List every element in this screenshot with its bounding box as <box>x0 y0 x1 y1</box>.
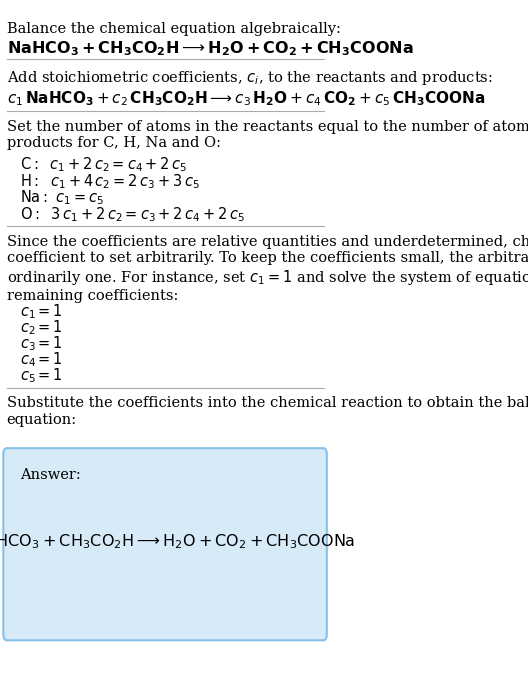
Text: $c_4 = 1$: $c_4 = 1$ <box>20 350 63 369</box>
Text: Answer:: Answer: <box>20 468 81 483</box>
FancyBboxPatch shape <box>3 448 327 640</box>
Text: Since the coefficients are relative quantities and underdetermined, choose a
coe: Since the coefficients are relative quan… <box>7 235 528 303</box>
Text: $c_1\,\mathbf{NaHCO_3} + c_2\,\mathbf{CH_3CO_2H} \longrightarrow c_3\,\mathbf{H_: $c_1\,\mathbf{NaHCO_3} + c_2\,\mathbf{CH… <box>7 89 485 108</box>
Text: $\mathrm{H{:}}\;$ $c_1 + 4\,c_2 = 2\,c_3 + 3\,c_5$: $\mathrm{H{:}}\;$ $c_1 + 4\,c_2 = 2\,c_3… <box>20 172 200 191</box>
Text: $\mathrm{Na{:}}$ $c_1 = c_5$: $\mathrm{Na{:}}$ $c_1 = c_5$ <box>20 189 103 208</box>
Text: Set the number of atoms in the reactants equal to the number of atoms in the
pro: Set the number of atoms in the reactants… <box>7 120 528 150</box>
Text: $\mathrm{O{:}}\;$ $3\,c_1 + 2\,c_2 = c_3 + 2\,c_4 + 2\,c_5$: $\mathrm{O{:}}\;$ $3\,c_1 + 2\,c_2 = c_3… <box>20 206 245 224</box>
Text: $\mathbf{NaHCO_3 + CH_3CO_2H} \longrightarrow \mathbf{H_2O + CO_2 + CH_3COONa}$: $\mathbf{NaHCO_3 + CH_3CO_2H} \longright… <box>7 39 413 58</box>
Text: $c_2 = 1$: $c_2 = 1$ <box>20 318 63 337</box>
Text: $\mathrm{NaHCO_3 + CH_3CO_2H} \longrightarrow \mathrm{H_2O + CO_2 + CH_3COONa}$: $\mathrm{NaHCO_3 + CH_3CO_2H} \longright… <box>0 532 356 551</box>
Text: $c_5 = 1$: $c_5 = 1$ <box>20 367 63 386</box>
Text: $\mathrm{C{:}}\;$ $c_1 + 2\,c_2 = c_4 + 2\,c_5$: $\mathrm{C{:}}\;$ $c_1 + 2\,c_2 = c_4 + … <box>20 155 187 174</box>
Text: Add stoichiometric coefficients, $c_i$, to the reactants and products:: Add stoichiometric coefficients, $c_i$, … <box>7 69 493 87</box>
Text: $c_1 = 1$: $c_1 = 1$ <box>20 302 63 321</box>
Text: Balance the chemical equation algebraically:: Balance the chemical equation algebraica… <box>7 22 341 36</box>
Text: Substitute the coefficients into the chemical reaction to obtain the balanced
eq: Substitute the coefficients into the che… <box>7 396 528 427</box>
Text: $c_3 = 1$: $c_3 = 1$ <box>20 334 63 353</box>
